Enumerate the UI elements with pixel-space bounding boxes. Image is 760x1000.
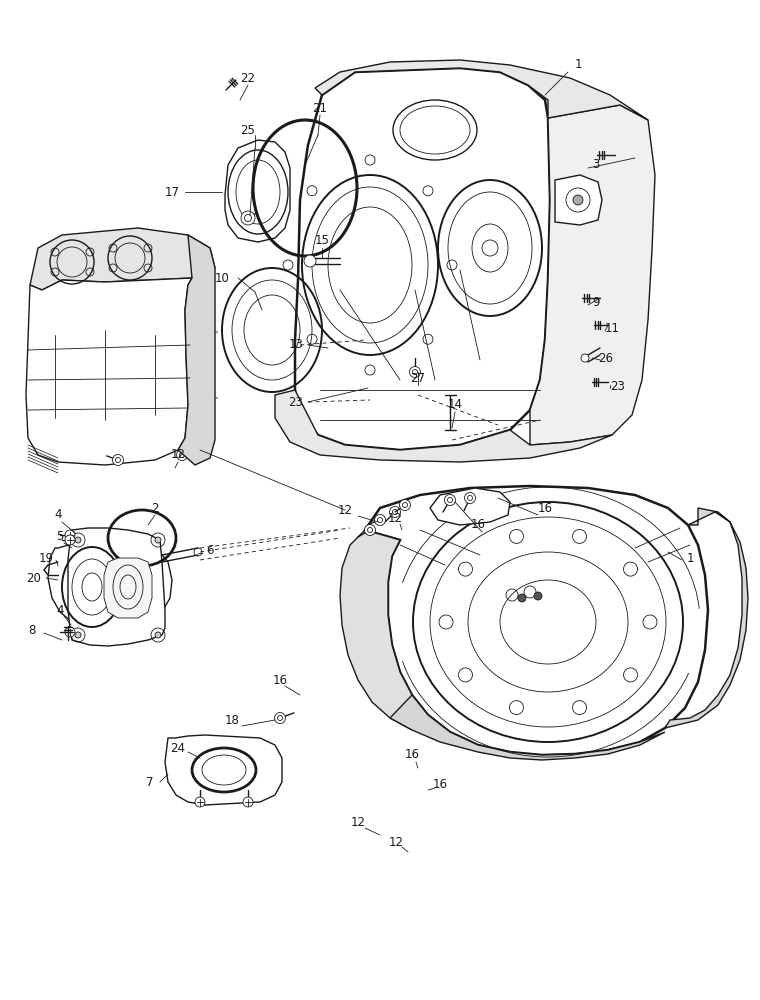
Text: 1: 1 xyxy=(575,58,581,72)
Text: 16: 16 xyxy=(432,778,448,792)
Circle shape xyxy=(400,499,410,510)
Polygon shape xyxy=(390,695,665,760)
Circle shape xyxy=(243,213,253,223)
Text: 23: 23 xyxy=(610,379,625,392)
Text: 4: 4 xyxy=(54,508,62,522)
Circle shape xyxy=(518,594,526,602)
Circle shape xyxy=(155,537,161,543)
Text: 5: 5 xyxy=(56,530,64,544)
Polygon shape xyxy=(365,486,708,755)
Text: 20: 20 xyxy=(27,572,42,584)
Circle shape xyxy=(176,450,188,460)
Text: 16: 16 xyxy=(273,674,287,686)
Text: 12: 12 xyxy=(337,504,353,516)
Circle shape xyxy=(274,712,286,724)
Circle shape xyxy=(241,211,255,225)
Polygon shape xyxy=(665,508,748,728)
Text: 16: 16 xyxy=(537,502,553,514)
Polygon shape xyxy=(555,175,602,225)
Text: 18: 18 xyxy=(224,714,239,726)
Circle shape xyxy=(389,506,401,518)
Circle shape xyxy=(75,632,81,638)
Polygon shape xyxy=(340,530,412,730)
Text: 25: 25 xyxy=(241,123,255,136)
Text: 6: 6 xyxy=(206,544,214,556)
Circle shape xyxy=(445,494,455,506)
Text: 26: 26 xyxy=(599,352,613,364)
Polygon shape xyxy=(430,488,510,525)
Text: 15: 15 xyxy=(315,233,329,246)
Text: 24: 24 xyxy=(170,742,185,754)
Text: 12: 12 xyxy=(388,512,403,524)
Circle shape xyxy=(195,797,205,807)
Polygon shape xyxy=(225,140,290,242)
Polygon shape xyxy=(68,528,165,646)
Circle shape xyxy=(534,592,542,600)
Circle shape xyxy=(365,524,375,536)
Text: 16: 16 xyxy=(404,748,420,762)
Text: 22: 22 xyxy=(240,72,255,85)
Polygon shape xyxy=(165,735,282,805)
Text: 9: 9 xyxy=(592,296,600,308)
Text: 4: 4 xyxy=(56,603,64,616)
Polygon shape xyxy=(48,538,172,630)
Circle shape xyxy=(65,530,75,540)
Text: 13: 13 xyxy=(289,338,303,352)
Circle shape xyxy=(581,354,589,362)
Text: 7: 7 xyxy=(146,776,154,788)
Circle shape xyxy=(410,366,420,377)
Circle shape xyxy=(573,195,583,205)
Text: 11: 11 xyxy=(604,322,619,334)
Circle shape xyxy=(65,535,75,545)
Polygon shape xyxy=(530,105,655,445)
Text: 17: 17 xyxy=(164,186,179,198)
Polygon shape xyxy=(104,558,152,618)
Text: 3: 3 xyxy=(592,158,600,172)
Circle shape xyxy=(375,514,385,526)
Polygon shape xyxy=(295,68,550,450)
Text: 10: 10 xyxy=(214,271,230,284)
Text: 14: 14 xyxy=(448,398,463,412)
Text: 1: 1 xyxy=(686,552,694,564)
Text: 27: 27 xyxy=(410,371,426,384)
Text: 12: 12 xyxy=(388,836,404,848)
Circle shape xyxy=(155,632,161,638)
Circle shape xyxy=(243,797,253,807)
Text: 12: 12 xyxy=(350,816,366,828)
Text: 21: 21 xyxy=(312,102,328,114)
Text: 19: 19 xyxy=(39,552,53,564)
Polygon shape xyxy=(178,235,215,465)
Text: 23: 23 xyxy=(289,395,303,408)
Text: 2: 2 xyxy=(151,502,159,514)
Circle shape xyxy=(304,255,316,267)
Text: 16: 16 xyxy=(470,518,486,532)
Text: 8: 8 xyxy=(28,624,36,637)
Circle shape xyxy=(112,454,123,466)
Circle shape xyxy=(464,492,476,504)
Polygon shape xyxy=(275,390,612,462)
Polygon shape xyxy=(315,60,648,120)
Circle shape xyxy=(65,627,75,637)
Polygon shape xyxy=(26,278,192,465)
Circle shape xyxy=(75,537,81,543)
Polygon shape xyxy=(30,228,215,290)
Text: 12: 12 xyxy=(170,448,185,462)
